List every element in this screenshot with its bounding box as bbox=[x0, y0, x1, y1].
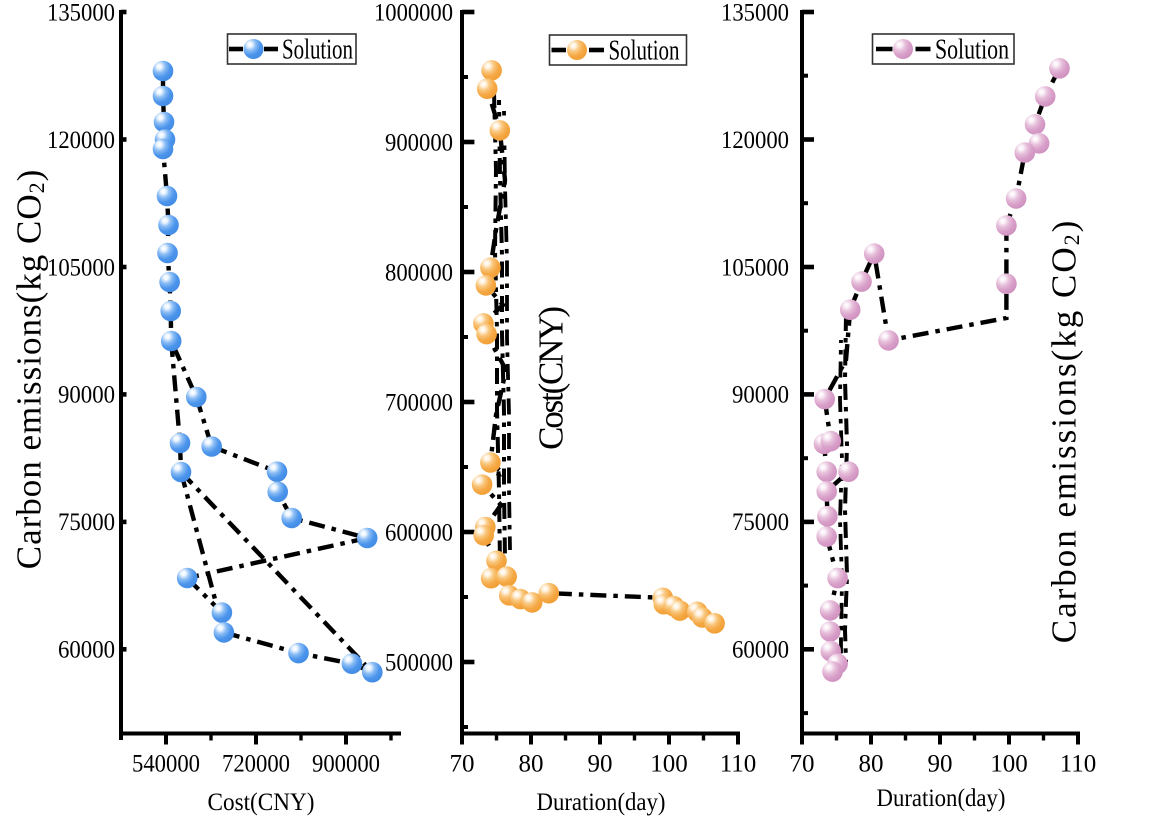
svg-text:80: 80 bbox=[859, 751, 884, 778]
svg-text:700000: 700000 bbox=[385, 389, 453, 416]
svg-text:Duration(day): Duration(day) bbox=[537, 789, 666, 816]
svg-text:Solution: Solution bbox=[282, 34, 353, 65]
svg-text:900000: 900000 bbox=[312, 751, 380, 778]
svg-text:90: 90 bbox=[928, 751, 953, 778]
svg-text:100: 100 bbox=[650, 751, 688, 778]
svg-text:110: 110 bbox=[1060, 751, 1097, 778]
svg-text:75000: 75000 bbox=[732, 509, 789, 536]
svg-text:75000: 75000 bbox=[58, 509, 115, 536]
svg-text:90: 90 bbox=[588, 751, 613, 778]
svg-text:500000: 500000 bbox=[385, 649, 453, 676]
svg-text:80: 80 bbox=[519, 751, 544, 778]
svg-text:135000: 135000 bbox=[721, 0, 789, 26]
svg-text:Cost(CNY): Cost(CNY) bbox=[532, 307, 571, 450]
svg-text:900000: 900000 bbox=[385, 129, 453, 156]
svg-text:Duration(day): Duration(day) bbox=[877, 785, 1006, 812]
svg-text:70: 70 bbox=[790, 751, 815, 778]
svg-text:600000: 600000 bbox=[385, 519, 453, 546]
svg-text:110: 110 bbox=[720, 751, 757, 778]
svg-text:Solution: Solution bbox=[609, 35, 680, 66]
svg-text:60000: 60000 bbox=[732, 637, 789, 664]
svg-text:Solution: Solution bbox=[935, 34, 1009, 65]
svg-text:720000: 720000 bbox=[222, 751, 290, 778]
svg-text:1000000: 1000000 bbox=[374, 0, 453, 26]
svg-text:105000: 105000 bbox=[47, 254, 115, 281]
svg-text:90000: 90000 bbox=[58, 382, 115, 409]
svg-text:105000: 105000 bbox=[721, 254, 789, 281]
svg-text:800000: 800000 bbox=[385, 259, 453, 286]
svg-text:100: 100 bbox=[990, 751, 1028, 778]
svg-text:60000: 60000 bbox=[58, 637, 115, 664]
svg-text:70: 70 bbox=[450, 751, 475, 778]
svg-text:120000: 120000 bbox=[721, 127, 789, 154]
svg-text:Cost(CNY): Cost(CNY) bbox=[208, 789, 315, 816]
svg-text:120000: 120000 bbox=[47, 127, 115, 154]
svg-text:540000: 540000 bbox=[132, 751, 200, 778]
svg-text:90000: 90000 bbox=[732, 382, 789, 409]
svg-text:Carbon emissions(kg CO2): Carbon emissions(kg CO2) bbox=[1045, 219, 1084, 644]
svg-text:Carbon emissions(kg CO2): Carbon emissions(kg CO2) bbox=[10, 169, 49, 570]
svg-text:135000: 135000 bbox=[47, 0, 115, 26]
